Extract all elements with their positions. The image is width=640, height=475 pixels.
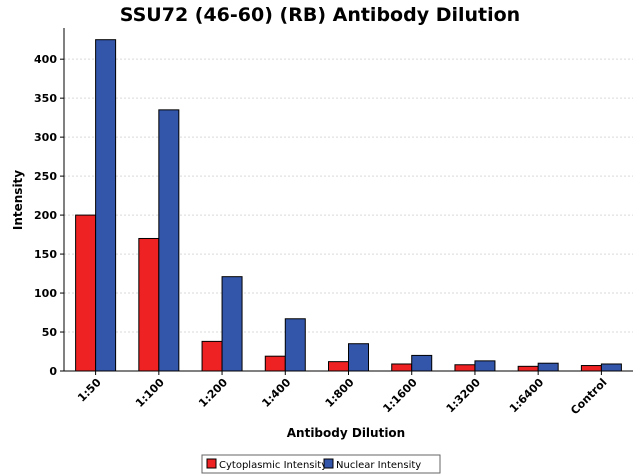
bar-cytoplasmic (328, 361, 349, 372)
bar-cytoplasmic (75, 214, 97, 372)
y-tick-label: 250 (34, 170, 57, 183)
y-tick-label: 150 (34, 248, 57, 261)
y-tick-label: 400 (34, 53, 57, 66)
x-tick-layer: 1:50 1:100 1:200 1:400 1:800 1:1600 1:3200 1:64… (75, 371, 610, 417)
bar-nuclear (537, 362, 559, 372)
y-tick-label: 50 (42, 326, 58, 339)
bar-nuclear (474, 360, 496, 372)
bar-cytoplasmic (138, 237, 160, 372)
y-tick-label: 200 (34, 209, 57, 222)
x-tick-label: Control (568, 376, 609, 417)
bar-cytoplasmic (517, 365, 539, 372)
chart-title: SSU72 (46-60) (RB) Antibody Dilution (120, 4, 520, 26)
bar-nuclear (348, 343, 369, 372)
y-tick-label: 0 (49, 365, 57, 378)
bar-nuclear (600, 363, 622, 372)
bar-cytoplasmic (391, 363, 413, 372)
legend-label: Cytoplasmic Intensity (219, 460, 327, 471)
bar-nuclear (284, 318, 306, 372)
bar-cytoplasmic (580, 365, 602, 372)
x-axis-label: Antibody Dilution (287, 426, 405, 440)
y-tick-label: 100 (34, 287, 57, 300)
bar-cytoplasmic (264, 355, 286, 372)
bar-nuclear (411, 354, 433, 372)
x-tick-label: 1:100 (133, 376, 167, 410)
x-tick-label: 1:50 (75, 376, 104, 405)
x-tick-label: 1:6400 (507, 376, 547, 416)
x-tick-label: 1:400 (259, 376, 293, 410)
x-tick-label: 1:800 (323, 376, 357, 410)
bar-nuclear (95, 39, 117, 372)
y-tick-label: 300 (34, 131, 57, 144)
y-axis-label: Intensity (11, 170, 25, 230)
x-tick-label: 1:1600 (380, 376, 420, 416)
bar-nuclear (221, 276, 243, 372)
bar-layer (75, 39, 622, 372)
bar-cytoplasmic (201, 340, 223, 372)
x-tick-label: 1:3200 (444, 376, 484, 416)
legend: Cytoplasmic Intensity Nuclear Intensity (201, 454, 441, 474)
legend-swatch (206, 458, 217, 469)
legend-label: Nuclear Intensity (336, 460, 421, 471)
grid-layer (64, 58, 633, 333)
y-tick-label: 350 (34, 92, 57, 105)
x-tick-label: 1:200 (196, 376, 230, 410)
legend-swatch (323, 458, 334, 469)
legend-box (201, 454, 441, 474)
y-tick-layer: 0 50 100 150 200 250 300 350 400 (34, 53, 64, 378)
bar-nuclear (158, 109, 180, 372)
bar-cytoplasmic (454, 364, 476, 372)
